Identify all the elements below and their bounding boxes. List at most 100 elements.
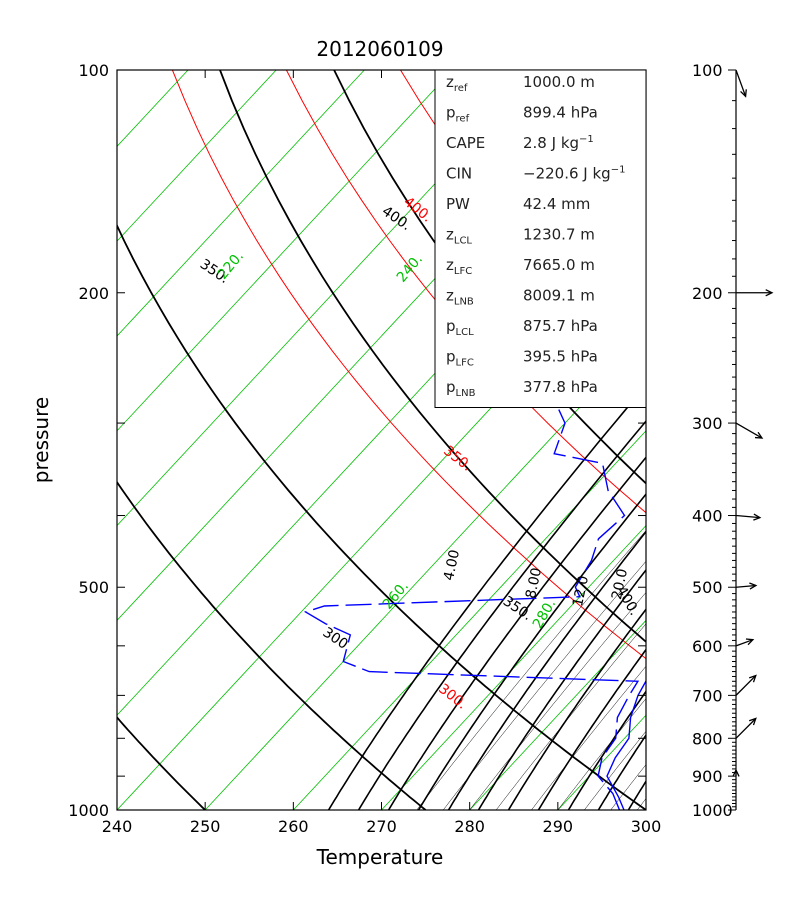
- stats-value: 395.5 hPa: [523, 348, 598, 366]
- stats-label: PW: [446, 195, 470, 213]
- stats-value: 8009.1 m: [523, 287, 595, 305]
- x-tick-label: 290: [543, 817, 574, 836]
- stats-label: pLCL: [446, 317, 474, 338]
- wind-arrow-shaft: [735, 514, 760, 519]
- moist-adiabat-line: [477, 568, 646, 810]
- wind-arrow-head: [740, 89, 747, 98]
- isotherm-line: [293, 430, 646, 810]
- moist-adiabat-line: [387, 456, 646, 810]
- wind-arrow-head: [754, 431, 764, 439]
- stats-label: CIN: [446, 165, 472, 183]
- wind-arrow-head: [765, 289, 774, 297]
- moist-adiabat-line: [597, 733, 646, 810]
- mixing-ratio-label: 20.0: [609, 567, 631, 601]
- wind-arrow: [736, 289, 774, 297]
- wind-arrow: [735, 422, 764, 439]
- grid-layer: [0, 70, 812, 810]
- mixing-ratio-line: [664, 423, 812, 810]
- wind-arrow: [735, 69, 747, 98]
- moist-adiabat-line: [417, 492, 646, 810]
- wind-tick-label: 800: [692, 729, 723, 748]
- mixing-ratio-label: 8.00: [523, 566, 545, 600]
- stats-label: zref: [446, 73, 468, 94]
- mixing-ratio-line: [443, 560, 646, 810]
- stats-value: 377.8 hPa: [523, 378, 598, 396]
- axis-layer: 240 250 260 270 280 290 300 100 200 500 1000: [68, 61, 661, 836]
- wind-arrow-head: [745, 638, 755, 646]
- wind-arrow-shaft: [735, 718, 757, 739]
- isotherm-line: [469, 619, 646, 810]
- stats-value: 2.8 J kg−1: [523, 134, 594, 152]
- stats-label: pLNB: [446, 378, 476, 399]
- isotherm-line: [381, 525, 646, 810]
- x-tick-label: 260: [278, 817, 309, 836]
- dry-adiabat-line: [117, 716, 206, 810]
- mixing-ratio-line: [557, 698, 646, 810]
- moist-adiabat-line: [627, 779, 646, 810]
- profile-layer: [303, 276, 646, 810]
- isotherm-label: 220.: [215, 248, 247, 282]
- stats-value: 42.4 mm: [523, 195, 590, 213]
- wind-tick-label: 500: [692, 578, 723, 597]
- moist-adiabat-line: [357, 419, 646, 810]
- wind-arrow-head: [748, 717, 757, 726]
- isotherm-label: 280.: [530, 597, 559, 632]
- wind-arrow-shaft: [735, 584, 756, 588]
- isentrope-line: [743, 70, 812, 810]
- stats-box-frame: [434, 69, 647, 408]
- x-tick-label: 300: [631, 817, 662, 836]
- isotherm-line: [117, 70, 365, 337]
- mixing-ratio-line: [584, 730, 646, 810]
- temperature-profile: [606, 679, 646, 810]
- dry-adiabat-line: [219, 70, 646, 643]
- wind-arrow-shaft: [735, 69, 747, 97]
- isentrope-line: [117, 481, 426, 810]
- wind-arrow-head: [753, 513, 762, 521]
- wind-tick-label: 200: [692, 284, 723, 303]
- wind-arrow: [735, 513, 762, 521]
- x-tick-label: 270: [366, 817, 397, 836]
- stats-label: zLNB: [446, 287, 474, 308]
- moist-adiabat-line: [327, 400, 634, 810]
- mixing-ratio-line: [495, 623, 646, 810]
- wind-arrow-head: [748, 674, 757, 683]
- isotherm-label: 260.: [380, 578, 412, 612]
- stats-value: −220.6 J kg−1: [523, 165, 625, 183]
- wind-tick-label: 400: [692, 507, 723, 526]
- isotherm-label: 240.: [394, 251, 426, 285]
- isentrope-label: 300.: [435, 681, 469, 713]
- dry-adiabat-line: [790, 70, 812, 810]
- mixing-ratio-line: [610, 764, 646, 810]
- wind-tick-label: 900: [692, 767, 723, 786]
- wind-tick-label: 600: [692, 637, 723, 656]
- mixing-ratio-line: [469, 592, 646, 810]
- wind-tick-label: 700: [692, 686, 723, 705]
- dry-adiabat-line: [117, 223, 646, 810]
- y-axis-label: pressure: [29, 397, 53, 483]
- dry-adiabat-label: 300: [320, 625, 351, 653]
- isotherm-line: [204, 335, 646, 810]
- x-tick-label: 280: [454, 817, 485, 836]
- x-tick-label: 250: [190, 817, 221, 836]
- stats-value: 1000.0 m: [523, 73, 595, 91]
- wind-profile: 100 200 300 400 500 600 700 800 900 1000: [692, 61, 774, 820]
- y-tick-label: 500: [78, 578, 109, 597]
- moist-adiabat-line: [507, 608, 646, 810]
- stats-label: pLFC: [446, 348, 474, 369]
- mixing-ratio-line: [416, 530, 646, 810]
- wind-arrow: [735, 638, 755, 647]
- isotherm-line: [645, 809, 646, 810]
- wind-arrow: [735, 582, 758, 590]
- x-tick-label: 240: [102, 817, 133, 836]
- isotherm-line: [0, 70, 12, 810]
- wind-tick-label: 1000: [692, 801, 733, 820]
- stats-label: CAPE: [446, 134, 485, 152]
- y-tick-label: 200: [78, 284, 109, 303]
- wind-tick-label: 300: [692, 414, 723, 433]
- isentrope-line: [171, 70, 646, 660]
- stats-value: 7665.0 m: [523, 256, 595, 274]
- stats-label: zLCL: [446, 226, 472, 247]
- stats-value: 1230.7 m: [523, 226, 595, 244]
- wind-arrow: [732, 768, 740, 777]
- stats-label: pref: [446, 104, 470, 125]
